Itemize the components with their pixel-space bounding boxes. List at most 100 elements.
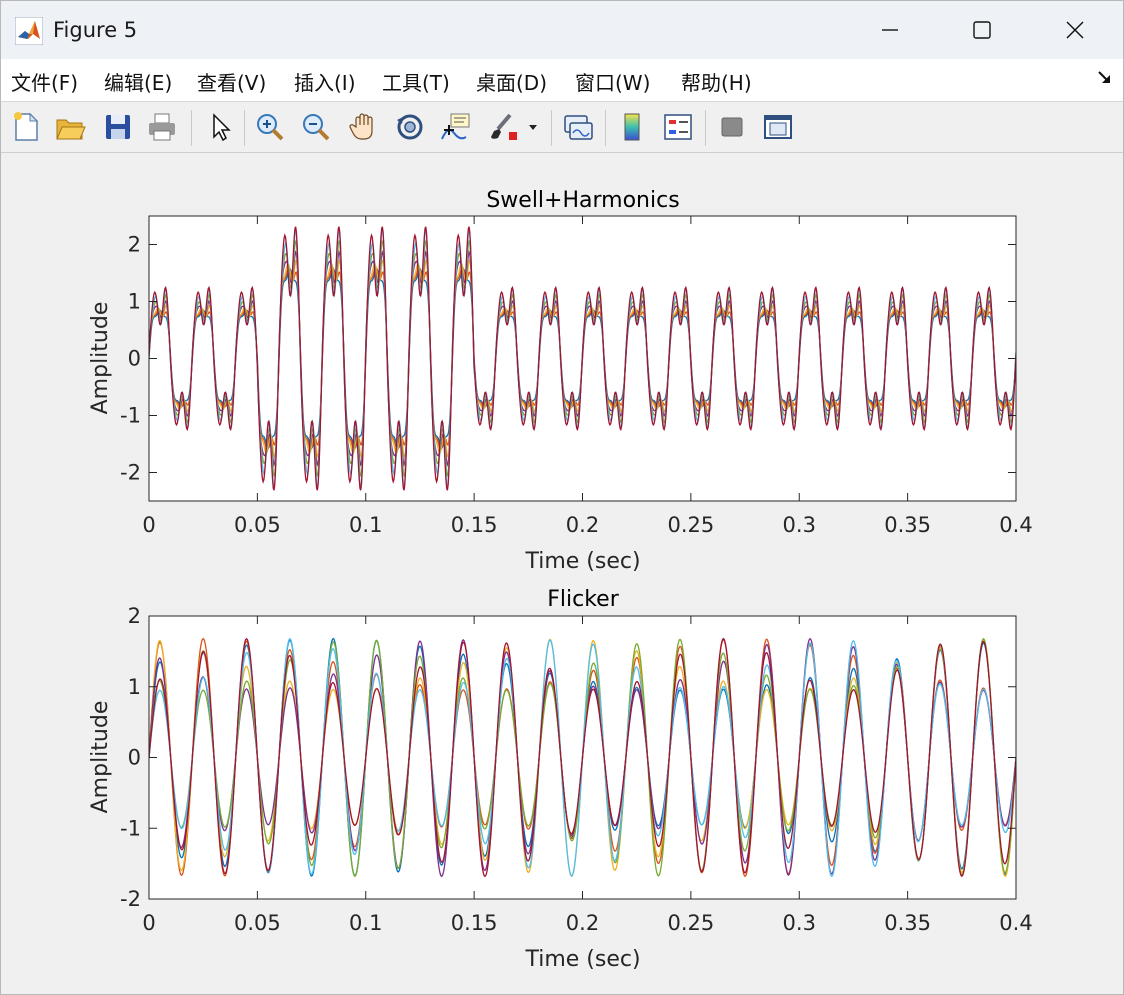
menu-file[interactable]: 文件(F) — [11, 71, 79, 95]
maximize-icon — [973, 21, 991, 39]
x-tick-label: 0.05 — [234, 513, 281, 537]
y-tick-label: -1 — [120, 404, 141, 428]
data-cursor-button[interactable] — [437, 108, 475, 146]
pan-hand-icon — [349, 113, 373, 140]
series-lines — [149, 637, 1016, 878]
y-tick-label: -2 — [120, 461, 141, 485]
x-tick-label: 0.4 — [999, 911, 1032, 935]
minimize-button[interactable] — [844, 1, 936, 59]
rotate-3d-button[interactable] — [391, 108, 429, 146]
zoom-in-icon — [257, 114, 284, 141]
y-tick-label: 2 — [128, 604, 141, 628]
y-tick-label: 2 — [128, 233, 141, 257]
y-ticks: -2 -1 0 1 2 — [120, 233, 1016, 485]
x-tick-label: 0.3 — [783, 911, 816, 935]
brush-button[interactable] — [485, 108, 523, 146]
menu-desktop[interactable]: 桌面(D) — [476, 71, 548, 95]
figure-toolbar — [1, 102, 1123, 153]
x-tick-label: 0.2 — [566, 911, 599, 935]
x-axis-label: Time (sec) — [524, 549, 640, 574]
data-cursor-icon — [441, 113, 470, 140]
window-title: Figure 5 — [53, 18, 138, 42]
matlab-logo-icon — [15, 17, 43, 45]
pan-button[interactable] — [345, 108, 383, 146]
print-icon — [149, 113, 175, 141]
insert-legend-button[interactable] — [659, 108, 697, 146]
save-icon — [106, 115, 130, 139]
series-line-7 — [149, 637, 1016, 878]
y-axis-label: Amplitude — [88, 302, 113, 415]
x-tick-label: 0.35 — [884, 911, 931, 935]
show-plot-tools-icon — [764, 115, 792, 139]
maximize-button[interactable] — [936, 1, 1028, 59]
axes-swell-harmonics[interactable]: 0 0.05 0.1 0.15 0.2 0.25 0.3 0.35 0.4 -2 -1 0 1 2 Sw… — [88, 188, 1033, 574]
y-ticks: -2 -1 0 1 2 — [120, 604, 1016, 911]
brush-icon — [491, 113, 517, 140]
minimize-icon — [882, 29, 898, 31]
y-tick-label: 0 — [128, 746, 141, 770]
pointer-icon — [213, 113, 231, 142]
x-tick-label: 0 — [142, 911, 155, 935]
x-tick-label: 0.25 — [667, 911, 714, 935]
brush-dropdown-button[interactable] — [523, 108, 543, 146]
plots-svg: 0 0.05 0.1 0.15 0.2 0.25 0.3 0.35 0.4 -2 -1 0 1 2 Sw… — [88, 188, 1033, 972]
link-plot-icon — [564, 115, 593, 140]
x-tick-label: 0.3 — [783, 513, 816, 537]
menu-view[interactable]: 查看(V) — [197, 71, 267, 95]
x-tick-label: 0.15 — [451, 513, 498, 537]
y-tick-label: 1 — [128, 290, 141, 314]
x-tick-label: 0.15 — [451, 911, 498, 935]
x-tick-label: 0.2 — [566, 513, 599, 537]
chevron-down-icon — [529, 125, 537, 130]
legend-icon — [664, 114, 692, 140]
x-tick-label: 0.4 — [999, 513, 1032, 537]
x-tick-label: 0 — [142, 513, 155, 537]
menu-insert[interactable]: 插入(I) — [294, 71, 356, 95]
menu-tools[interactable]: 工具(T) — [382, 71, 450, 95]
save-button[interactable] — [99, 108, 137, 146]
hide-plot-tools-icon — [721, 117, 743, 137]
print-button[interactable] — [143, 108, 181, 146]
rotate-3d-icon — [397, 114, 423, 140]
y-tick-label: -2 — [120, 887, 141, 911]
axes-flicker[interactable]: 0 0.05 0.1 0.15 0.2 0.25 0.3 0.35 0.4 -2 -1 0 1 2 Fl… — [88, 587, 1033, 972]
x-tick-label: 0.1 — [349, 513, 382, 537]
link-plot-button[interactable] — [559, 108, 597, 146]
menu-edit[interactable]: 编辑(E) — [104, 71, 173, 95]
y-axis-label: Amplitude — [88, 701, 113, 814]
x-ticks: 0 0.05 0.1 0.15 0.2 0.25 0.3 0.35 0.4 — [142, 616, 1033, 935]
series-line-7 — [149, 226, 1016, 491]
new-figure-icon — [14, 112, 39, 141]
x-axis-label: Time (sec) — [524, 947, 640, 972]
x-tick-label: 0.35 — [884, 513, 931, 537]
zoom-out-icon — [303, 114, 330, 141]
zoom-in-button[interactable] — [251, 108, 289, 146]
title-bar[interactable]: Figure 5 — [1, 1, 1123, 59]
show-plot-tools-button[interactable] — [759, 108, 797, 146]
open-file-button[interactable] — [51, 108, 89, 146]
y-tick-label: -1 — [120, 816, 141, 840]
x-ticks: 0 0.05 0.1 0.15 0.2 0.25 0.3 0.35 0.4 — [142, 216, 1033, 537]
x-tick-label: 0.1 — [349, 911, 382, 935]
menu-bar: 文件(F) 编辑(E) 查看(V) 插入(I) 工具(T) 桌面(D) 窗口(W… — [1, 59, 1123, 102]
zoom-out-button[interactable] — [297, 108, 335, 146]
menu-window[interactable]: 窗口(W) — [575, 71, 651, 95]
edit-plot-button[interactable] — [201, 108, 239, 146]
close-button[interactable] — [1029, 1, 1121, 59]
chart-title: Swell+Harmonics — [486, 188, 679, 213]
y-tick-label: 0 — [128, 347, 141, 371]
x-tick-label: 0.25 — [667, 513, 714, 537]
new-figure-button[interactable] — [7, 108, 45, 146]
dock-figure-icon[interactable] — [1097, 69, 1113, 85]
close-icon — [1066, 21, 1084, 39]
open-file-icon — [56, 119, 86, 140]
colorbar-icon — [624, 113, 640, 141]
insert-colorbar-button[interactable] — [613, 108, 651, 146]
x-tick-label: 0.05 — [234, 911, 281, 935]
y-tick-label: 1 — [128, 675, 141, 699]
hide-plot-tools-button[interactable] — [713, 108, 751, 146]
figure-canvas[interactable]: 0 0.05 0.1 0.15 0.2 0.25 0.3 0.35 0.4 -2 -1 0 1 2 Sw… — [1, 153, 1123, 994]
chart-title: Flicker — [547, 587, 619, 612]
menu-help[interactable]: 帮助(H) — [681, 71, 752, 95]
